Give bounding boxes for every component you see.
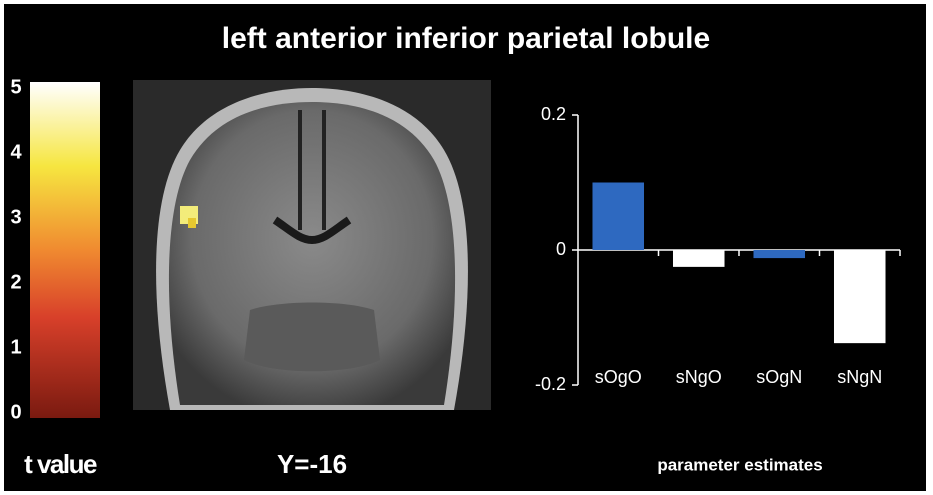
slice-label: Y=-16 xyxy=(277,449,347,479)
x-tick-label: sNgO xyxy=(676,367,722,387)
x-tick-label: sOgN xyxy=(756,367,802,387)
colorbar-tick-label: 1 xyxy=(10,336,21,358)
y-tick-label: 0 xyxy=(556,239,566,259)
colorbar-tick-label: 2 xyxy=(10,271,21,293)
y-tick-label: 0.2 xyxy=(541,104,566,124)
bar xyxy=(833,250,886,344)
bar xyxy=(753,250,806,259)
y-tick-label: -0.2 xyxy=(535,374,566,394)
bar xyxy=(592,182,645,250)
colorbar-label: t value xyxy=(24,449,97,479)
colorbar-tick-label: 4 xyxy=(10,141,22,163)
colorbar xyxy=(30,82,100,418)
colorbar-tick-label: 5 xyxy=(10,76,21,98)
title: left anterior inferior parietal lobule xyxy=(222,22,710,55)
brain-slice xyxy=(133,80,491,410)
colorbar-tick-label: 3 xyxy=(10,206,21,228)
x-tick-label: sNgN xyxy=(837,367,882,387)
x-tick-label: sOgO xyxy=(595,367,642,387)
x-axis-label: parameter estimates xyxy=(657,455,822,474)
bar xyxy=(672,250,725,267)
colorbar-tick-label: 0 xyxy=(10,401,21,423)
